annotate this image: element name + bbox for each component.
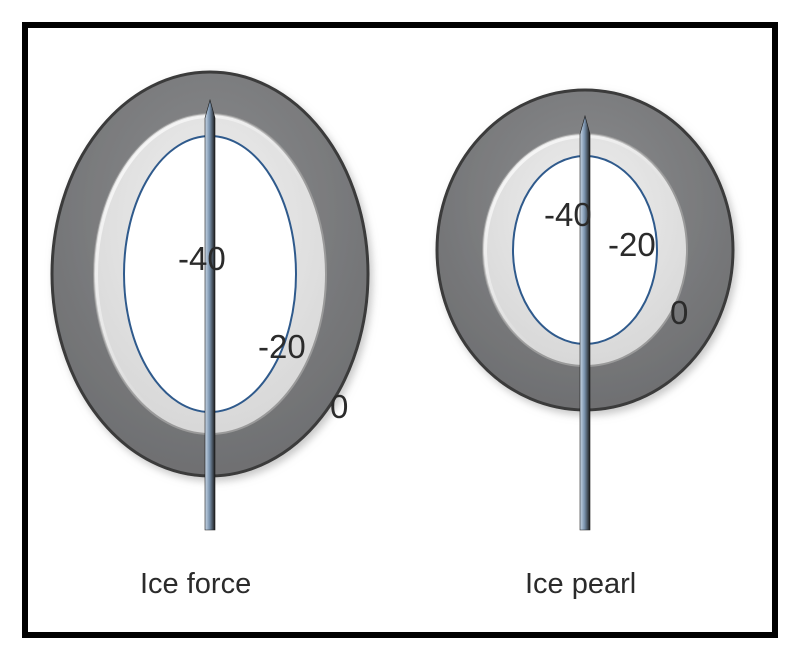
ice-force-tick-0: 0 bbox=[330, 388, 348, 426]
ice-pearl-tick--20: -20 bbox=[608, 226, 656, 264]
ice-force-tick--20: -20 bbox=[258, 328, 306, 366]
ice-force-caption: Ice force bbox=[140, 568, 251, 601]
text-layer: Ice force -40 -20 0 Ice pearl -40 -20 0 bbox=[0, 0, 800, 661]
ice-pearl-tick--40: -40 bbox=[544, 196, 592, 234]
ice-pearl-tick-0: 0 bbox=[670, 294, 688, 332]
ice-pearl-caption: Ice pearl bbox=[525, 568, 636, 601]
ice-force-tick--40: -40 bbox=[178, 240, 226, 278]
